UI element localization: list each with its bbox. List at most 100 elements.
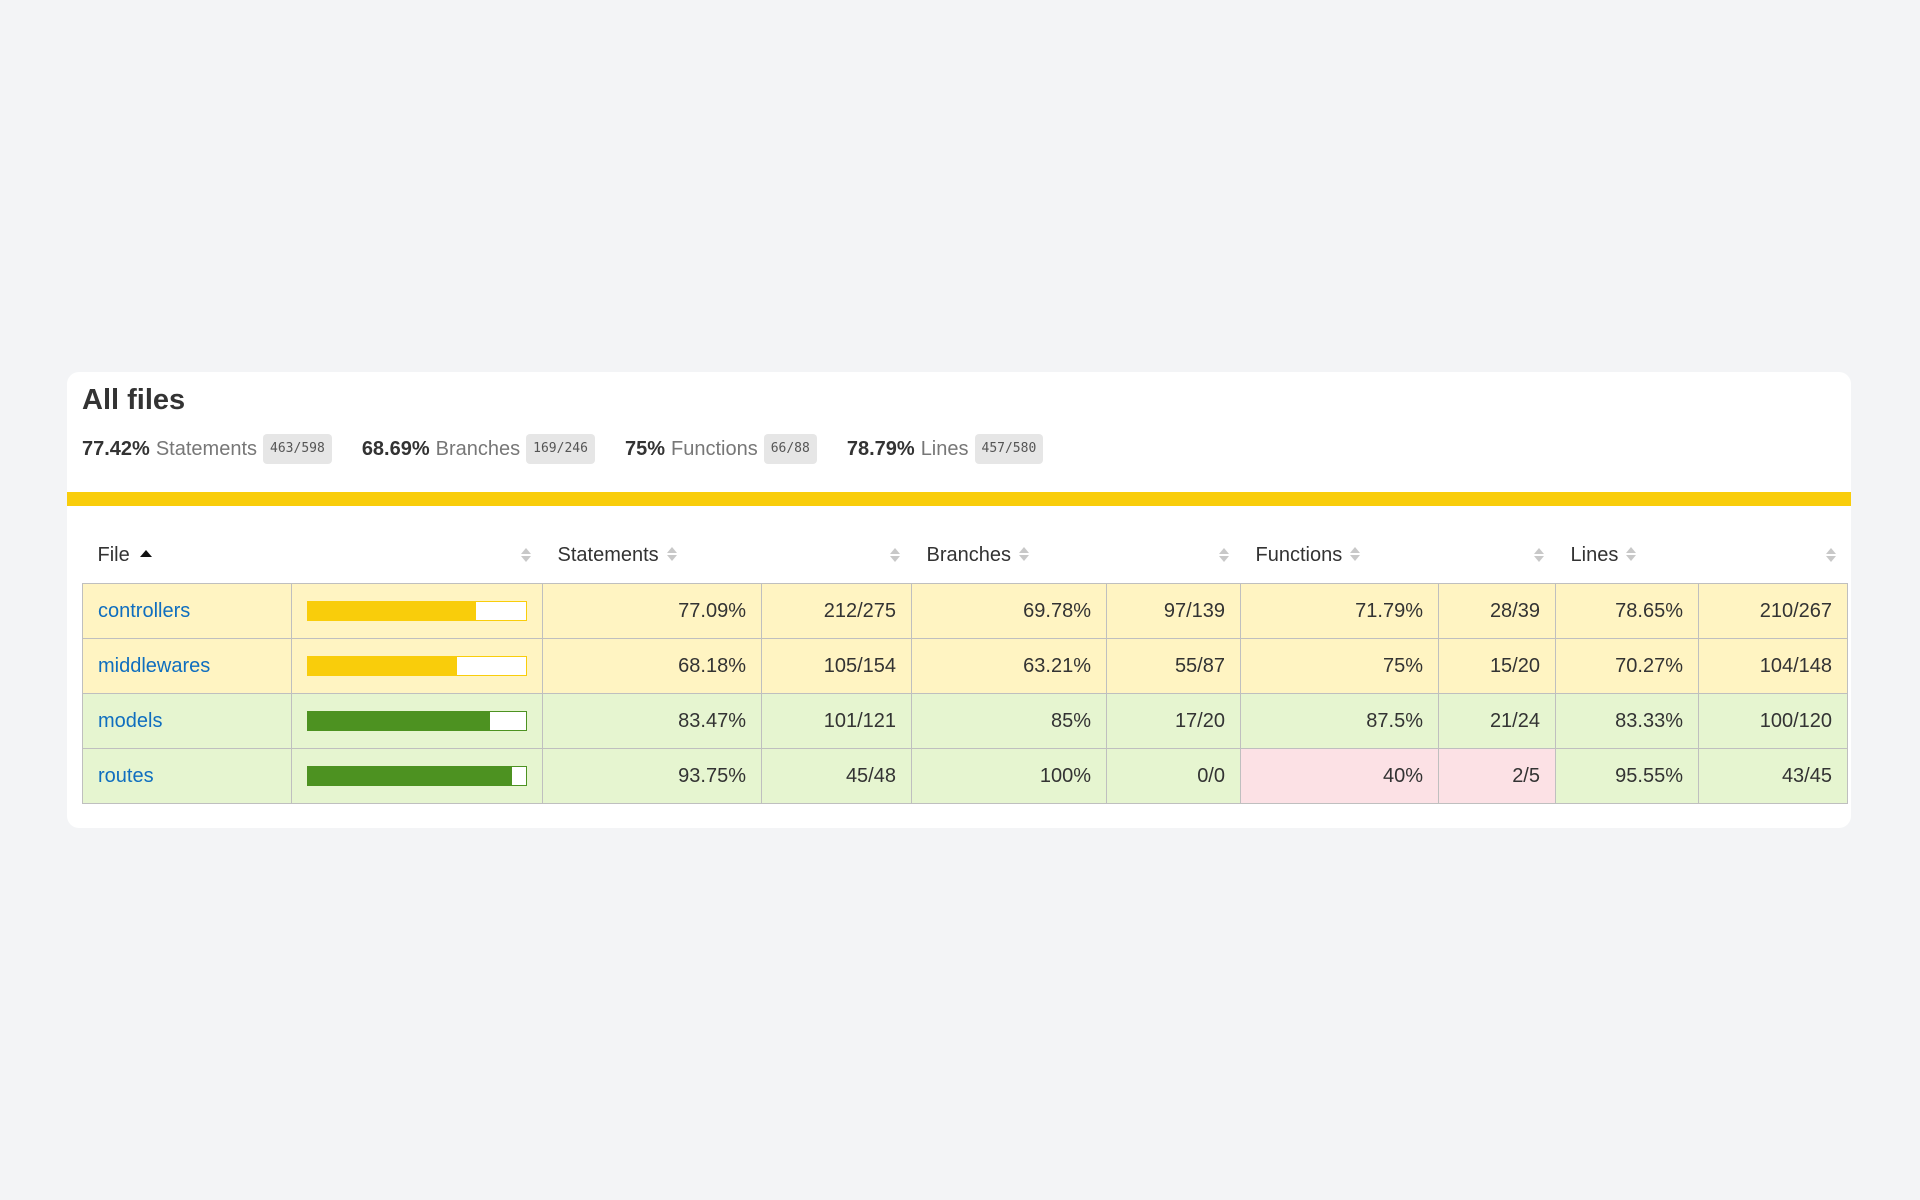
- coverage-summary: 77.42% Statements 463/598 68.69% Branche…: [82, 434, 1073, 464]
- column-header-label: File: [97, 543, 130, 566]
- summary-label: Functions: [670, 437, 758, 460]
- lines-pct-cell: 78.65%: [1555, 583, 1699, 639]
- summary-statements: 77.42% Statements 463/598: [82, 434, 332, 464]
- column-header-label: Lines: [1570, 543, 1619, 566]
- table-row: controllers 77.09% 212/275 69.78% 97/139 71.7…: [82, 583, 1848, 639]
- functions-pct-cell: 71.79%: [1240, 583, 1439, 639]
- statements-fraction-cell: 101/121: [761, 693, 912, 749]
- branches-pct-cell: 63.21%: [911, 638, 1107, 694]
- functions-fraction-cell: 21/24: [1438, 693, 1556, 749]
- coverage-bar-fill: [308, 767, 513, 785]
- sort-icon: [1533, 547, 1544, 563]
- sort-icon: [1825, 547, 1836, 563]
- sort-icon: [1350, 546, 1361, 562]
- functions-fraction-cell: 2/5: [1438, 748, 1556, 804]
- coverage-report-card: All files 77.42% Statements 463/598 68.6…: [67, 372, 1851, 828]
- statements-pct-cell: 83.47%: [542, 693, 762, 749]
- lines-pct-cell: 95.55%: [1555, 748, 1699, 804]
- summary-pct: 75%: [624, 437, 665, 460]
- sort-ascending-icon: [139, 549, 152, 557]
- summary-pct: 77.42%: [82, 437, 150, 460]
- sort-icon: [520, 547, 531, 563]
- branches-fraction-cell: 0/0: [1106, 748, 1241, 804]
- coverage-bar-cell: [291, 583, 543, 639]
- functions-fraction-cell: 15/20: [1438, 638, 1556, 694]
- table-header-row: File Statements Branches Func: [83, 527, 1848, 584]
- coverage-status-line: [67, 492, 1851, 506]
- coverage-bar: [307, 601, 527, 621]
- functions-pct-cell: 75%: [1240, 638, 1439, 694]
- coverage-bar: [307, 766, 527, 786]
- summary-label: Branches: [435, 437, 521, 460]
- coverage-bar-fill: [308, 602, 477, 620]
- lines-fraction-cell: 100/120: [1698, 693, 1848, 749]
- column-header-branches-raw[interactable]: [1107, 527, 1241, 584]
- table-row: routes 93.75% 45/48 100% 0/0 40% 2/5 95.55% 43/4…: [82, 748, 1848, 804]
- coverage-bar: [307, 711, 527, 731]
- column-header-lines-raw[interactable]: [1699, 527, 1848, 584]
- table-row: middlewares 68.18% 105/154 63.21% 55/87 75% 15…: [82, 638, 1848, 694]
- sort-icon: [1218, 547, 1229, 563]
- column-header-file[interactable]: File: [83, 527, 292, 584]
- file-link[interactable]: routes: [98, 764, 154, 787]
- lines-pct-cell: 83.33%: [1555, 693, 1699, 749]
- lines-fraction-cell: 104/148: [1698, 638, 1848, 694]
- column-header-lines[interactable]: Lines: [1556, 527, 1699, 584]
- branches-pct-cell: 85%: [911, 693, 1107, 749]
- functions-fraction-cell: 28/39: [1438, 583, 1556, 639]
- statements-fraction-cell: 45/48: [761, 748, 912, 804]
- summary-branches: 68.69% Branches 169/246: [362, 434, 595, 464]
- summary-fraction-badge: 66/88: [763, 434, 817, 464]
- summary-lines: 78.79% Lines 457/580: [846, 434, 1044, 464]
- column-header-label: Functions: [1255, 543, 1343, 566]
- lines-pct-cell: 70.27%: [1555, 638, 1699, 694]
- file-cell: routes: [82, 748, 292, 804]
- sort-icon: [889, 547, 900, 563]
- column-header-statements-raw[interactable]: [762, 527, 912, 584]
- page-title: All files: [82, 384, 186, 416]
- functions-pct-cell: 87.5%: [1240, 693, 1439, 749]
- column-header-functions[interactable]: Functions: [1241, 527, 1439, 584]
- column-header-functions-raw[interactable]: [1439, 527, 1556, 584]
- coverage-table-body: controllers 77.09% 212/275 69.78% 97/139 71.7…: [82, 583, 1848, 804]
- column-header-statements[interactable]: Statements: [543, 527, 762, 584]
- statements-pct-cell: 68.18%: [542, 638, 762, 694]
- sort-icon: [1626, 546, 1637, 562]
- column-header-label: Statements: [557, 543, 659, 566]
- branches-pct-cell: 100%: [911, 748, 1107, 804]
- file-link[interactable]: controllers: [98, 599, 191, 622]
- branches-fraction-cell: 17/20: [1106, 693, 1241, 749]
- coverage-bar-fill: [308, 712, 490, 730]
- column-header-file-bar[interactable]: [292, 527, 543, 584]
- file-link[interactable]: models: [98, 709, 163, 732]
- coverage-bar-fill: [308, 657, 457, 675]
- coverage-bar-cell: [291, 748, 543, 804]
- lines-fraction-cell: 210/267: [1698, 583, 1848, 639]
- branches-pct-cell: 69.78%: [911, 583, 1107, 639]
- branches-fraction-cell: 55/87: [1106, 638, 1241, 694]
- branches-fraction-cell: 97/139: [1106, 583, 1241, 639]
- file-link[interactable]: middlewares: [98, 654, 211, 677]
- statements-fraction-cell: 212/275: [761, 583, 912, 639]
- sort-icon: [1019, 546, 1029, 562]
- coverage-bar-cell: [291, 638, 543, 694]
- file-cell: controllers: [82, 583, 292, 639]
- summary-functions: 75% Functions 66/88: [625, 434, 817, 464]
- summary-pct: 78.79%: [846, 437, 915, 460]
- coverage-bar-cell: [291, 693, 543, 749]
- statements-pct-cell: 77.09%: [542, 583, 762, 639]
- lines-fraction-cell: 43/45: [1698, 748, 1848, 804]
- coverage-table: File Statements Branches Func: [82, 527, 1848, 804]
- summary-fraction-badge: 169/246: [526, 434, 595, 464]
- summary-fraction-badge: 463/598: [263, 434, 332, 464]
- column-header-branches[interactable]: Branches: [912, 527, 1107, 584]
- summary-pct: 68.69%: [361, 437, 430, 460]
- sort-icon: [666, 546, 677, 562]
- summary-label: Statements: [155, 437, 258, 460]
- file-cell: models: [82, 693, 292, 749]
- functions-pct-cell: 40%: [1240, 748, 1439, 804]
- statements-fraction-cell: 105/154: [761, 638, 912, 694]
- summary-label: Lines: [920, 437, 969, 460]
- table-row: models 83.47% 101/121 85% 17/20 87.5% 21/24 83.…: [82, 693, 1848, 749]
- coverage-bar: [307, 656, 527, 676]
